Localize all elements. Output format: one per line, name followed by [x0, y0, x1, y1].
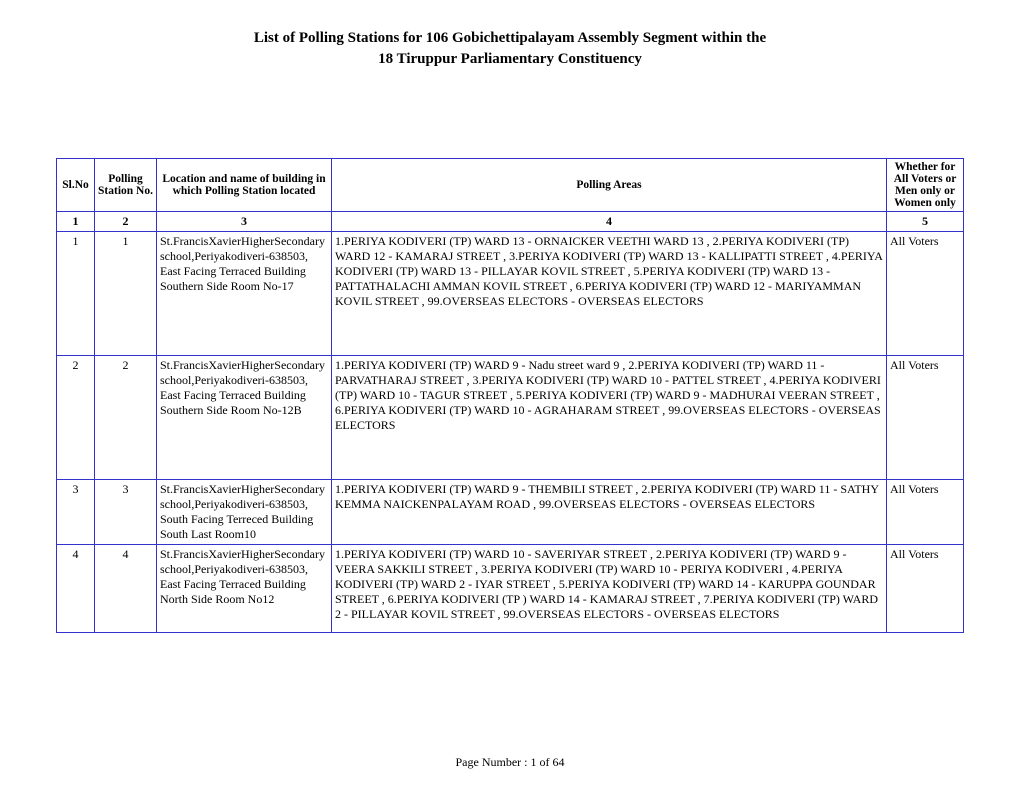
cell-areas: 1.PERIYA KODIVERI (TP) WARD 10 - SAVERIY…: [332, 545, 887, 633]
header-areas: Polling Areas: [332, 159, 887, 212]
cell-slno: 4: [57, 545, 95, 633]
header-voter: Whether for All Voters or Men only or Wo…: [887, 159, 964, 212]
header-slno: Sl.No: [57, 159, 95, 212]
header-station: Polling Station No.: [95, 159, 157, 212]
colnum-2: 2: [95, 212, 157, 232]
header-location: Location and name of building in which P…: [157, 159, 332, 212]
cell-station: 1: [95, 232, 157, 356]
table-row: 44St.FrancisXavierHigherSecondaryschool,…: [57, 545, 964, 633]
table-row: 33St.FrancisXavierHigherSecondaryschool,…: [57, 480, 964, 545]
cell-areas: 1.PERIYA KODIVERI (TP) WARD 9 - Nadu str…: [332, 356, 887, 480]
cell-slno: 2: [57, 356, 95, 480]
page-title: List of Polling Stations for 106 Gobiche…: [0, 0, 1020, 70]
cell-voter: All Voters: [887, 480, 964, 545]
cell-slno: 1: [57, 232, 95, 356]
colnum-1: 1: [57, 212, 95, 232]
cell-areas: 1.PERIYA KODIVERI (TP) WARD 9 - THEMBILI…: [332, 480, 887, 545]
page-footer: Page Number : 1 of 64: [0, 755, 1020, 770]
table-column-number-row: 1 2 3 4 5: [57, 212, 964, 232]
table-header-row: Sl.No Polling Station No. Location and n…: [57, 159, 964, 212]
cell-areas: 1.PERIYA KODIVERI (TP) WARD 13 - ORNAICK…: [332, 232, 887, 356]
cell-voter: All Voters: [887, 356, 964, 480]
table-row: 11St.FrancisXavierHigherSecondaryschool,…: [57, 232, 964, 356]
colnum-4: 4: [332, 212, 887, 232]
cell-slno: 3: [57, 480, 95, 545]
colnum-5: 5: [887, 212, 964, 232]
cell-location: St.FrancisXavierHigherSecondaryschool,Pe…: [157, 480, 332, 545]
title-line-1: List of Polling Stations for 106 Gobiche…: [40, 28, 980, 49]
colnum-3: 3: [157, 212, 332, 232]
cell-location: St.FrancisXavierHigherSecondaryschool,Pe…: [157, 545, 332, 633]
cell-location: St.FrancisXavierHigherSecondaryschool,Pe…: [157, 232, 332, 356]
cell-voter: All Voters: [887, 232, 964, 356]
cell-location: St.FrancisXavierHigherSecondaryschool,Pe…: [157, 356, 332, 480]
table-row: 22St.FrancisXavierHigherSecondaryschool,…: [57, 356, 964, 480]
table-body: 11St.FrancisXavierHigherSecondaryschool,…: [57, 232, 964, 633]
cell-station: 2: [95, 356, 157, 480]
title-line-2: 18 Tiruppur Parliamentary Constituency: [40, 49, 980, 70]
cell-voter: All Voters: [887, 545, 964, 633]
polling-stations-table: Sl.No Polling Station No. Location and n…: [56, 158, 964, 633]
table-wrapper: Sl.No Polling Station No. Location and n…: [0, 70, 1020, 633]
cell-station: 4: [95, 545, 157, 633]
cell-station: 3: [95, 480, 157, 545]
page-number: Page Number : 1 of 64: [456, 755, 565, 769]
